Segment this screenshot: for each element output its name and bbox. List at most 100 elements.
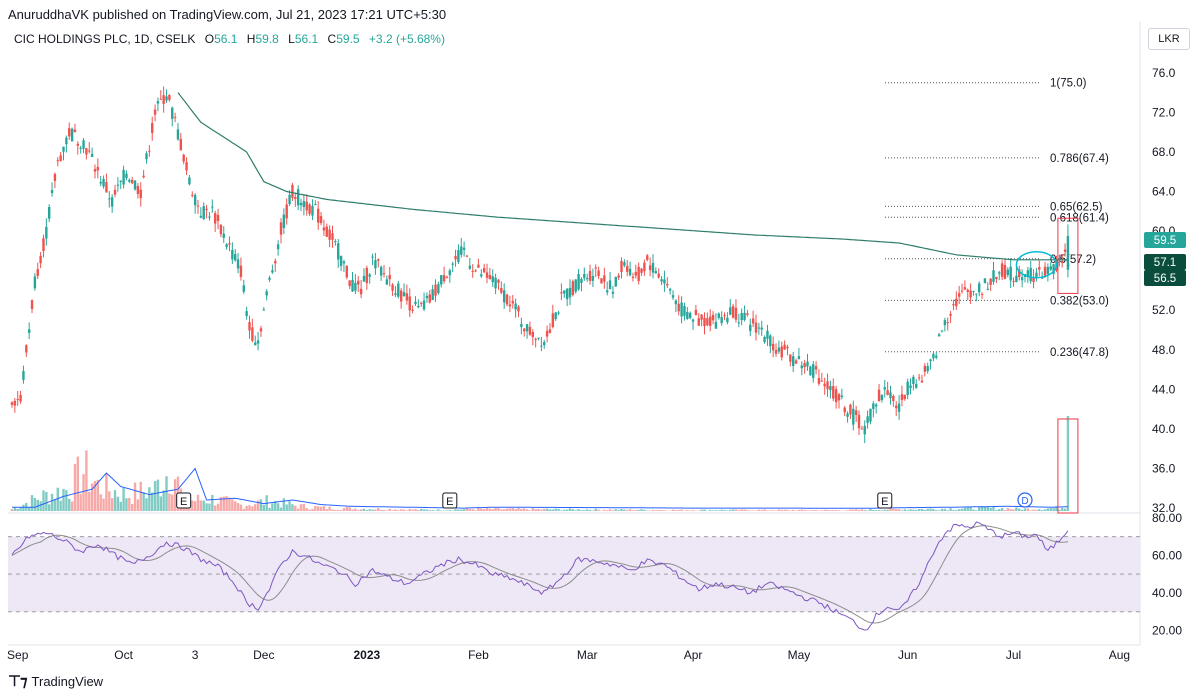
volume-bar (500, 509, 503, 511)
candle-body (935, 355, 938, 358)
candle-body (211, 206, 214, 208)
volume-bar (1000, 507, 1004, 511)
volume-bar (846, 510, 849, 511)
candle-body (322, 227, 326, 231)
candle-body (789, 354, 792, 362)
volume-bar (686, 510, 689, 511)
volume-bar (33, 497, 37, 511)
volume-bar (814, 510, 818, 511)
candle-body (980, 293, 984, 295)
candle-body (219, 224, 223, 235)
candle-body (900, 394, 904, 401)
time-tick-label: Apr (684, 648, 703, 662)
candle-body (53, 173, 57, 182)
candle-body (731, 306, 735, 318)
candle-body (729, 307, 732, 315)
candle-body (168, 95, 171, 100)
volume-bar (709, 509, 712, 511)
candle-body (1026, 270, 1030, 277)
earnings-marker-label: E (180, 496, 187, 508)
candle-body (751, 318, 755, 324)
candle-body (251, 327, 254, 341)
volume-bar (488, 508, 492, 511)
candle-body (48, 206, 51, 219)
candle-body (16, 398, 19, 400)
volume-bar (863, 509, 866, 511)
candle-body (688, 312, 692, 318)
candle-body (239, 265, 243, 278)
candle-body (597, 270, 600, 276)
candle-body (314, 204, 317, 206)
candle-body (319, 216, 323, 224)
volume-bar (90, 483, 94, 511)
candle-body (296, 189, 300, 206)
candle-body (1052, 264, 1055, 274)
candle-body (740, 312, 743, 321)
volume-bar (680, 509, 683, 511)
volume-bar (271, 503, 274, 511)
volume-bar (917, 509, 921, 511)
volume-bar (1058, 509, 1061, 511)
volume-bar (1038, 509, 1041, 511)
volume-bar (351, 509, 354, 511)
candle-body (271, 270, 274, 273)
volume-bar (903, 509, 906, 511)
candle-body (445, 276, 449, 278)
volume-bar (883, 509, 886, 511)
volume-bar (688, 510, 692, 511)
time-tick-label: Oct (114, 648, 133, 662)
volume-bar (36, 499, 39, 511)
volume-bar (760, 509, 763, 511)
volume-bar (703, 509, 706, 511)
candle-body (872, 403, 875, 409)
candle-body (236, 259, 240, 269)
volume-bar (577, 509, 580, 511)
volume-bar (854, 509, 858, 511)
candle-body (903, 394, 906, 400)
candle-body (259, 328, 263, 332)
candle-body (654, 271, 658, 274)
volume-bar (196, 494, 200, 511)
candle-body (153, 109, 157, 115)
candle-body (308, 204, 311, 214)
candle-body (749, 324, 752, 332)
candle-body (880, 394, 884, 400)
volume-bar (523, 508, 526, 511)
candle-body (425, 295, 429, 299)
candle-body (276, 244, 280, 250)
candle-body (159, 98, 162, 100)
candle-body (866, 416, 869, 424)
highlight-price-box (1057, 217, 1079, 294)
volume-bar (783, 509, 786, 511)
volume-ma-line (12, 467, 1068, 509)
tradingview-footer: ⊤⁊ TradingView (8, 672, 103, 690)
candle-body (99, 181, 102, 184)
candle-body (148, 150, 151, 152)
candle-body (626, 265, 629, 272)
candle-body (42, 238, 45, 252)
candle-body (354, 282, 357, 291)
volume-bar (892, 508, 895, 511)
candle-body (1009, 266, 1012, 281)
volume-bar (482, 509, 486, 511)
volume-bar (711, 510, 715, 511)
candle-body (777, 347, 781, 352)
rsi-line (11, 521, 1069, 631)
candle-body (769, 335, 772, 347)
candle-body (720, 316, 723, 324)
candle-body (1063, 249, 1067, 252)
candle-body (1038, 266, 1041, 270)
candle-body (440, 275, 443, 285)
volume-bar (128, 497, 131, 511)
volume-bar (314, 506, 317, 511)
volume-bar (900, 510, 904, 511)
candle-body (437, 284, 440, 294)
candle-body (966, 289, 969, 293)
candle-body (133, 180, 137, 190)
currency-button[interactable]: LKR (1148, 28, 1190, 50)
candle-body (957, 293, 961, 297)
volume-bar (462, 509, 466, 511)
volume-bar (571, 509, 575, 511)
close-value: 59.5 (336, 32, 360, 46)
